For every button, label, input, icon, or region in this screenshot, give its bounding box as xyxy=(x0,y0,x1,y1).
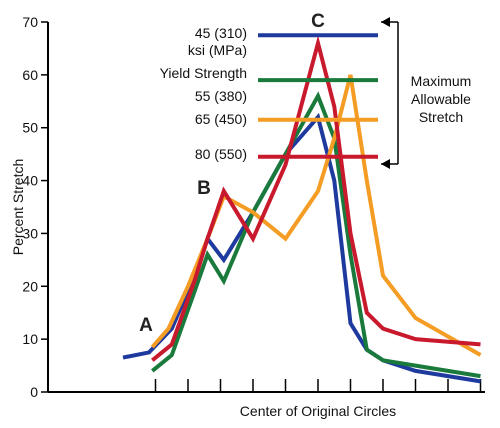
legend-group: 45 (310) ksi (MPa) Yield Strength 55 (38… xyxy=(160,25,378,162)
x-axis-title: Center of Original Circles xyxy=(240,403,396,419)
y-tick-label: 50 xyxy=(22,120,38,136)
legend-label-yield: Yield Strength xyxy=(160,65,247,81)
point-label-b: B xyxy=(197,178,211,199)
series-line-2 xyxy=(150,74,482,357)
legend-label-80: 80 (550) xyxy=(195,146,247,162)
y-tick-label: 70 xyxy=(22,14,38,30)
max-stretch-line2: Allowable xyxy=(411,91,471,107)
y-tick-label: 0 xyxy=(30,384,38,400)
series-group xyxy=(122,35,482,384)
max-stretch-line3: Stretch xyxy=(419,109,463,125)
y-tick-label: 40 xyxy=(22,173,38,189)
x-ticks xyxy=(154,379,482,392)
y-tick-label: 20 xyxy=(22,278,38,294)
point-label-a: A xyxy=(139,315,153,336)
legend-title-line2: ksi (MPa) xyxy=(188,42,247,58)
series-line-1 xyxy=(151,91,481,379)
point-label-c: C xyxy=(311,11,325,32)
series-line-3 xyxy=(151,35,481,362)
legend-title-line1: 45 (310) xyxy=(195,25,247,41)
y-ticks: 0 10 20 30 40 50 60 70 xyxy=(22,14,48,400)
y-tick-label: 10 xyxy=(22,331,38,347)
max-stretch-line1: Maximum xyxy=(411,73,472,89)
y-tick-label: 60 xyxy=(22,67,38,83)
legend-label-65: 65 (450) xyxy=(195,111,247,127)
legend-label-55: 55 (380) xyxy=(195,88,247,104)
y-axis-title: Percent Stretch xyxy=(10,159,26,256)
max-stretch-bracket xyxy=(381,17,399,169)
y-tick-label: 30 xyxy=(22,225,38,241)
